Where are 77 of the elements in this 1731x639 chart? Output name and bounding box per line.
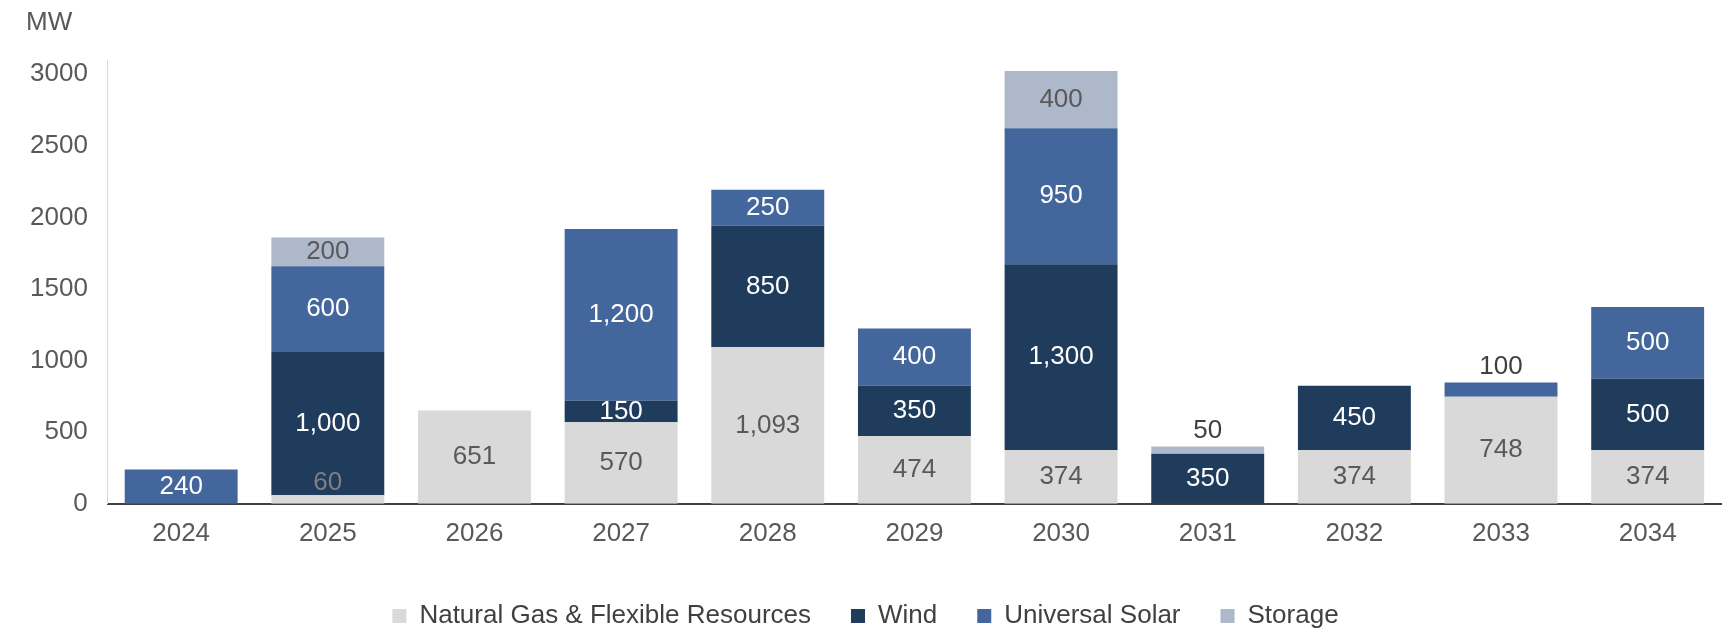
data-label: 350 bbox=[1186, 461, 1230, 492]
bar bbox=[711, 347, 825, 504]
bar bbox=[711, 225, 825, 348]
legend-label: Universal Solar bbox=[1004, 599, 1181, 630]
y-tick-label: 3000 bbox=[30, 57, 88, 88]
y-tick-label: 2500 bbox=[30, 129, 88, 160]
data-label: 651 bbox=[452, 440, 497, 471]
bar bbox=[857, 435, 971, 504]
x-tick-label: 2029 bbox=[885, 516, 944, 547]
data-label: 850 bbox=[746, 269, 790, 300]
data-label: 600 bbox=[306, 292, 350, 323]
data-label: 1,000 bbox=[295, 406, 361, 437]
bar bbox=[1444, 382, 1558, 397]
y-tick-label: 1500 bbox=[30, 272, 88, 303]
bar bbox=[124, 469, 238, 504]
bar bbox=[857, 385, 971, 436]
bar bbox=[271, 266, 385, 353]
data-label: 240 bbox=[159, 469, 203, 500]
data-label: 748 bbox=[1479, 433, 1523, 464]
data-label: 374 bbox=[1332, 460, 1377, 491]
bar bbox=[1151, 453, 1265, 504]
x-tick-label: 2030 bbox=[1032, 516, 1090, 547]
x-tick-label: 2027 bbox=[592, 516, 651, 547]
data-label: 1,200 bbox=[588, 298, 654, 328]
bar bbox=[711, 189, 825, 226]
y-tick-label: 500 bbox=[44, 415, 88, 446]
x-tick-label: 2026 bbox=[445, 516, 504, 547]
data-label: 100 bbox=[1479, 349, 1523, 380]
data-label: 474 bbox=[892, 453, 937, 484]
data-label: 400 bbox=[892, 340, 937, 371]
bar bbox=[1004, 450, 1118, 504]
y-tick-label: 1000 bbox=[30, 343, 88, 374]
bar bbox=[1004, 128, 1118, 265]
bar bbox=[564, 228, 678, 401]
bar bbox=[857, 328, 971, 386]
legend-label: Natural Gas & Flexible Resources bbox=[419, 599, 812, 630]
bar bbox=[1004, 264, 1118, 451]
bar bbox=[1297, 450, 1411, 504]
bar bbox=[564, 422, 678, 504]
x-tick-label: 2028 bbox=[738, 516, 797, 547]
y-tick-label: 2000 bbox=[30, 200, 88, 231]
data-label: 500 bbox=[1625, 397, 1670, 428]
y-axis-title: MW bbox=[26, 6, 73, 37]
bar bbox=[1297, 385, 1411, 451]
data-label: 1,300 bbox=[1028, 340, 1094, 371]
data-label: 200 bbox=[306, 235, 350, 266]
x-tick-label: 2024 bbox=[152, 516, 211, 547]
legend-label: Storage bbox=[1247, 599, 1339, 630]
x-tick-label: 2032 bbox=[1325, 516, 1384, 547]
data-label: 450 bbox=[1332, 401, 1377, 432]
x-tick-label: 2033 bbox=[1472, 516, 1530, 547]
data-label: 950 bbox=[1039, 179, 1083, 210]
x-tick-label: 2025 bbox=[298, 516, 357, 547]
bar bbox=[271, 495, 385, 504]
data-label: 374 bbox=[1039, 460, 1083, 491]
bar bbox=[1444, 396, 1558, 504]
bar bbox=[271, 352, 385, 496]
data-label: 400 bbox=[1039, 82, 1083, 113]
data-label: 500 bbox=[1625, 326, 1670, 357]
data-label: 570 bbox=[599, 446, 643, 477]
data-label: 150 bbox=[599, 394, 643, 425]
data-label: 350 bbox=[892, 394, 937, 425]
bar bbox=[418, 410, 531, 504]
bar bbox=[1591, 307, 1705, 379]
data-label: 1,093 bbox=[735, 408, 801, 439]
x-tick-label: 2031 bbox=[1178, 516, 1237, 547]
legend-label: Wind bbox=[878, 599, 938, 630]
bar bbox=[1151, 446, 1265, 454]
data-label: 250 bbox=[746, 190, 790, 221]
bar bbox=[1004, 70, 1118, 129]
bar bbox=[1591, 378, 1705, 451]
y-tick-label: 0 bbox=[73, 486, 88, 517]
data-label: 50 bbox=[1193, 413, 1223, 444]
x-tick-label: 2034 bbox=[1618, 516, 1677, 547]
bar bbox=[1591, 450, 1705, 504]
data-label: 374 bbox=[1625, 460, 1670, 491]
data-label: 60 bbox=[313, 466, 343, 497]
